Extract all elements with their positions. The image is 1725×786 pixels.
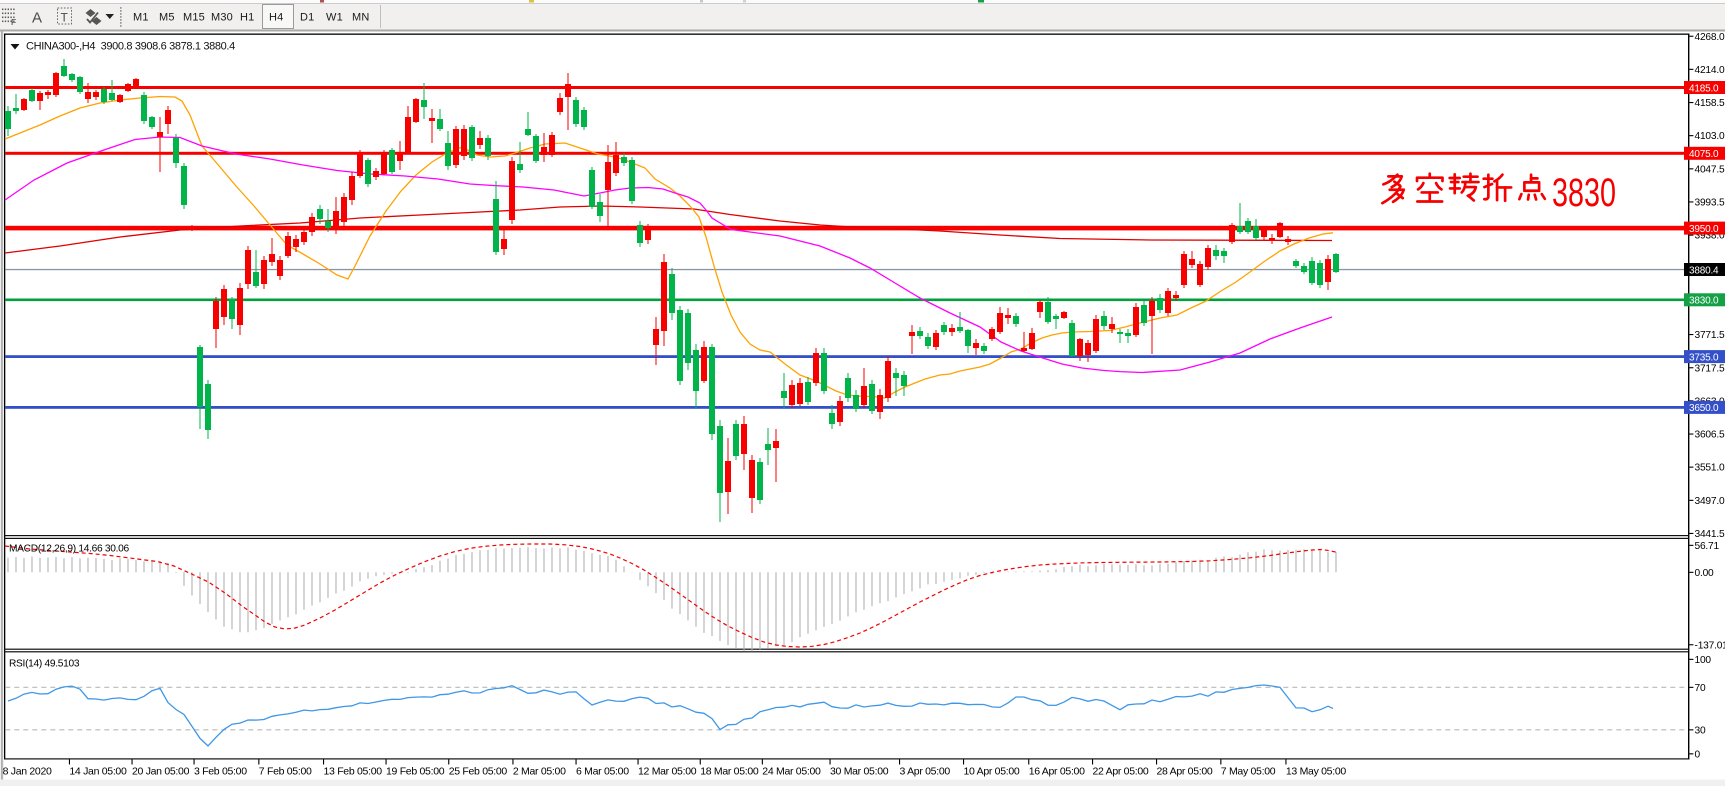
svg-text:4268.0: 4268.0 (1695, 32, 1725, 43)
svg-text:3 Feb 05:00: 3 Feb 05:00 (194, 766, 247, 778)
svg-text:20 Jan 05:00: 20 Jan 05:00 (132, 766, 190, 778)
svg-text:M1: M1 (133, 12, 149, 24)
svg-text:4158.5: 4158.5 (1695, 98, 1725, 109)
svg-text:CHINA300-,H4 3900.8 3908.6 38: CHINA300-,H4 3900.8 3908.6 3878.1 3880.4 (26, 41, 235, 53)
svg-text:RSI(14) 49.5103: RSI(14) 49.5103 (9, 659, 80, 670)
svg-text:12 Mar 05:00: 12 Mar 05:00 (638, 766, 697, 778)
svg-text:10 Apr 05:00: 10 Apr 05:00 (964, 766, 1020, 778)
svg-text:MN: MN (352, 12, 370, 24)
svg-text:H1: H1 (240, 12, 254, 24)
svg-text:-137.01: -137.01 (1695, 640, 1725, 651)
svg-text:3717.5: 3717.5 (1695, 363, 1725, 374)
svg-text:18 Mar 05:00: 18 Mar 05:00 (700, 766, 759, 778)
svg-text:3880.4: 3880.4 (1689, 265, 1719, 276)
svg-text:25 Feb 05:00: 25 Feb 05:00 (449, 766, 508, 778)
svg-text:3551.0: 3551.0 (1695, 463, 1725, 474)
svg-text:W1: W1 (326, 12, 343, 24)
svg-text:28 Apr 05:00: 28 Apr 05:00 (1157, 766, 1213, 778)
svg-text:0: 0 (1695, 749, 1701, 760)
svg-text:3830.0: 3830.0 (1689, 296, 1719, 307)
svg-text:4214.0: 4214.0 (1695, 65, 1725, 76)
svg-text:4103.0: 4103.0 (1695, 131, 1725, 142)
svg-text:30: 30 (1695, 725, 1706, 736)
svg-text:24 Mar 05:00: 24 Mar 05:00 (762, 766, 821, 778)
svg-text:7 Feb 05:00: 7 Feb 05:00 (259, 766, 312, 778)
svg-text:4047.5: 4047.5 (1695, 164, 1725, 175)
svg-text:30 Mar 05:00: 30 Mar 05:00 (830, 766, 889, 778)
svg-text:T: T (61, 11, 69, 25)
svg-text:M15: M15 (183, 12, 205, 24)
svg-text:F: F (11, 17, 16, 27)
svg-text:3771.5: 3771.5 (1695, 330, 1725, 341)
svg-text:22 Apr 05:00: 22 Apr 05:00 (1093, 766, 1149, 778)
svg-text:8 Jan 2020: 8 Jan 2020 (3, 766, 52, 778)
svg-text:7 May 05:00: 7 May 05:00 (1221, 766, 1276, 778)
svg-text:14 Jan 05:00: 14 Jan 05:00 (69, 766, 127, 778)
svg-text:16 Apr 05:00: 16 Apr 05:00 (1029, 766, 1085, 778)
svg-text:H4: H4 (269, 12, 283, 24)
svg-text:M30: M30 (211, 12, 233, 24)
svg-text:3938.0: 3938.0 (1695, 231, 1725, 242)
svg-text:3497.0: 3497.0 (1695, 496, 1725, 507)
svg-text:MACD(12,26,9) 14.66 30.06: MACD(12,26,9) 14.66 30.06 (9, 544, 130, 555)
svg-text:3993.5: 3993.5 (1695, 198, 1725, 209)
svg-text:19 Feb 05:00: 19 Feb 05:00 (386, 766, 445, 778)
svg-text:0.00: 0.00 (1695, 568, 1715, 579)
svg-text:4075.0: 4075.0 (1689, 149, 1719, 160)
svg-text:M5: M5 (159, 12, 175, 24)
svg-text:3950.0: 3950.0 (1689, 224, 1719, 235)
svg-text:56.71: 56.71 (1695, 541, 1720, 552)
svg-text:3 Apr 05:00: 3 Apr 05:00 (900, 766, 951, 778)
svg-text:2 Mar 05:00: 2 Mar 05:00 (513, 766, 566, 778)
svg-text:D1: D1 (300, 12, 314, 24)
svg-text:A: A (32, 10, 42, 27)
svg-text:70: 70 (1695, 683, 1706, 694)
svg-text:100: 100 (1695, 655, 1712, 666)
svg-text:13 Feb 05:00: 13 Feb 05:00 (324, 766, 383, 778)
svg-text:3441.5: 3441.5 (1695, 529, 1725, 540)
svg-text:3650.0: 3650.0 (1689, 403, 1719, 414)
svg-text:4185.0: 4185.0 (1689, 83, 1719, 94)
svg-text:3830: 3830 (1552, 171, 1616, 215)
svg-text:3606.5: 3606.5 (1695, 430, 1725, 441)
svg-text:3735.0: 3735.0 (1689, 352, 1719, 363)
svg-text:13 May 05:00: 13 May 05:00 (1286, 766, 1346, 778)
svg-text:6 Mar 05:00: 6 Mar 05:00 (576, 766, 629, 778)
